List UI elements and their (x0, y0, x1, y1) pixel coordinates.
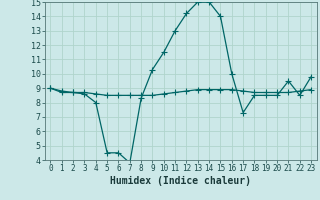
X-axis label: Humidex (Indice chaleur): Humidex (Indice chaleur) (110, 176, 251, 186)
